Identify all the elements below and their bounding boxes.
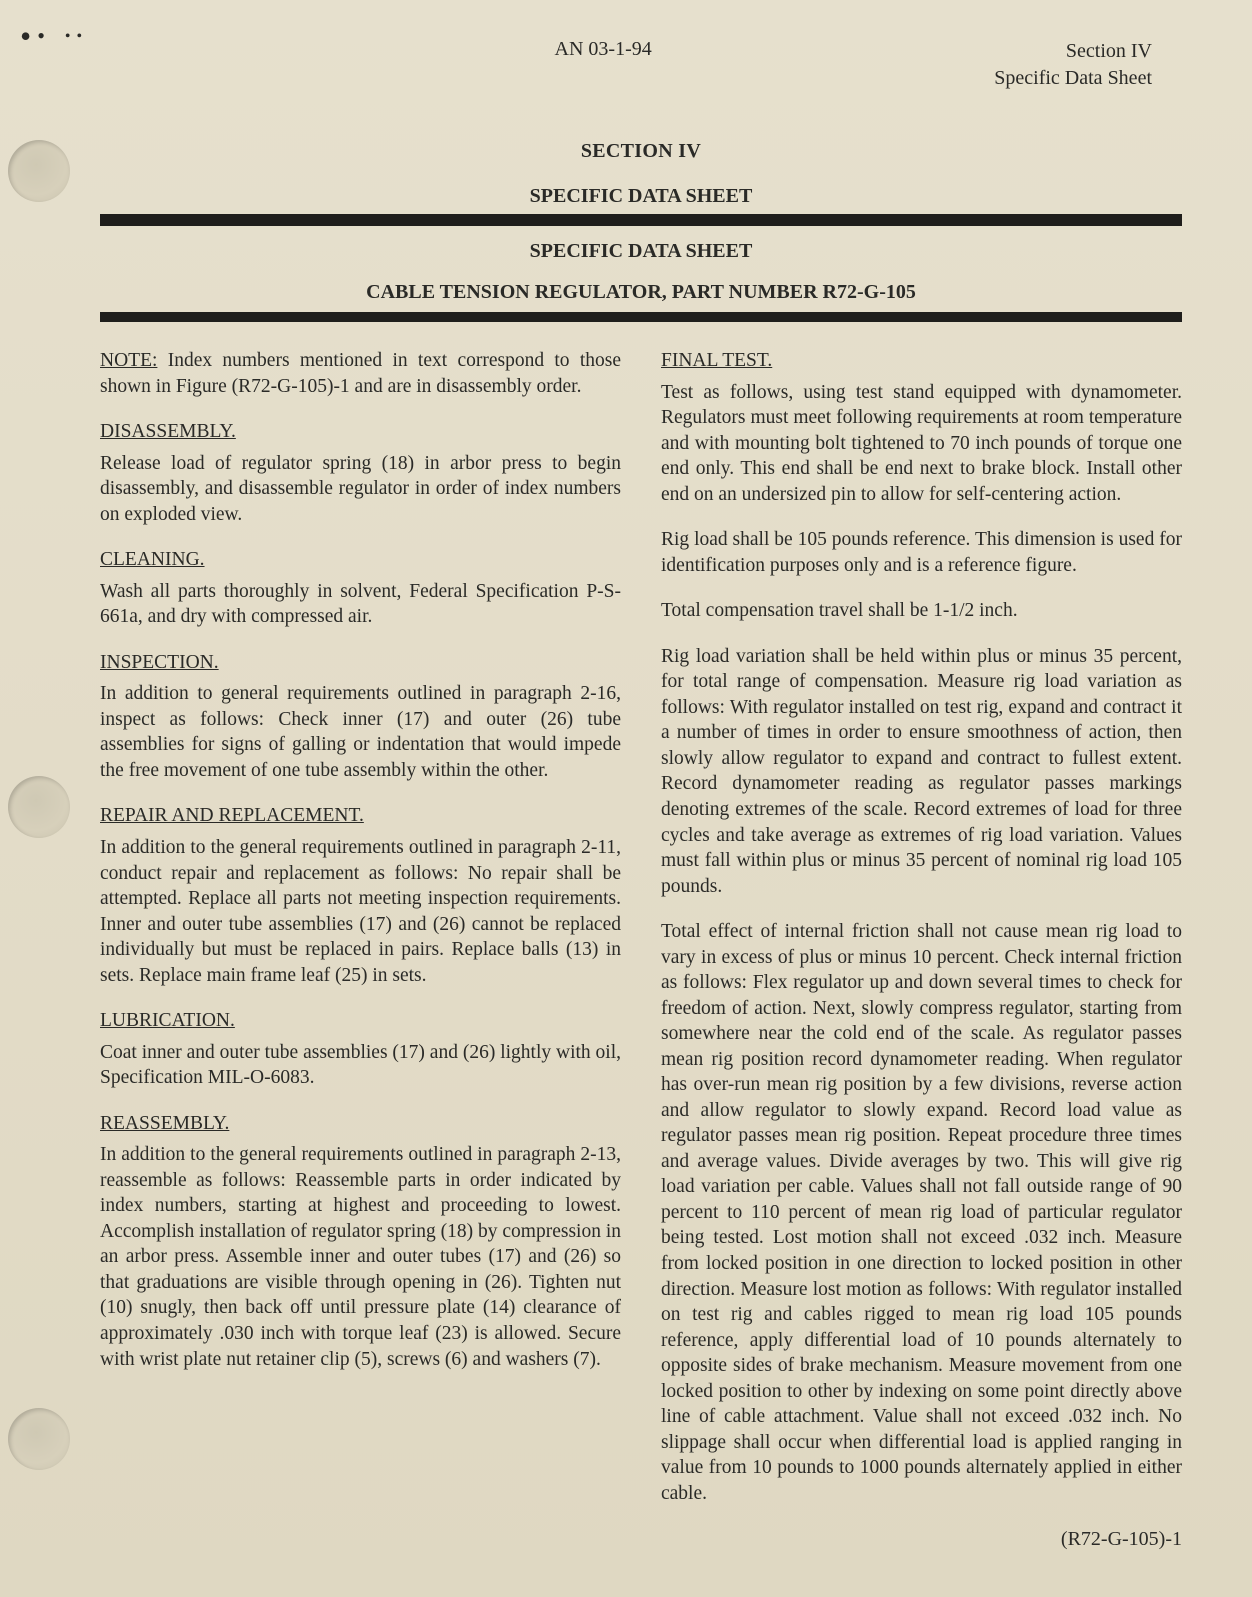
divider-bar	[100, 312, 1182, 322]
header-row: AN 03-1-94 Section IV Specific Data Shee…	[140, 38, 1152, 92]
subhead-final-test: FINAL TEST.	[661, 348, 1182, 374]
note-label: NOTE:	[100, 350, 157, 371]
heading-cable: CABLE TENSION REGULATOR, PART NUMBER R72…	[100, 281, 1182, 304]
subhead-cleaning: CLEANING.	[100, 547, 621, 573]
footer-code: (R72-G-105)-1	[100, 1528, 1182, 1551]
para-final-1: Test as follows, using test stand equipp…	[661, 380, 1182, 508]
subhead-reassembly: REASSEMBLY.	[100, 1111, 621, 1137]
para-cleaning: Wash all parts thoroughly in solvent, Fe…	[100, 579, 621, 630]
scan-marks: •• ••	[20, 18, 88, 55]
header-right: Section IV Specific Data Sheet	[994, 38, 1152, 92]
para-disassembly: Release load of regulator spring (18) in…	[100, 451, 621, 528]
heading-sheet-inner: SPECIFIC DATA SHEET	[100, 240, 1182, 263]
subhead-repair: REPAIR AND REPLACEMENT.	[100, 803, 621, 829]
para-reassembly: In addition to the general requirements …	[100, 1142, 621, 1372]
doc-number-text: AN 03-1-94	[555, 38, 652, 60]
left-column: NOTE: Index numbers mentioned in text co…	[100, 348, 621, 1506]
subhead-lubrication: LUBRICATION.	[100, 1008, 621, 1034]
punch-hole	[8, 776, 70, 838]
section-subtitle: Specific Data Sheet	[994, 65, 1152, 92]
heading-sheet-upper: SPECIFIC DATA SHEET	[100, 185, 1182, 208]
page: •• •• AN 03-1-94 Section IV Specific Dat…	[0, 0, 1252, 1597]
subhead-disassembly: DISASSEMBLY.	[100, 419, 621, 445]
para-final-4: Rig load variation shall be held within …	[661, 644, 1182, 899]
divider-bar	[100, 214, 1182, 226]
heading-section: SECTION IV	[100, 140, 1182, 163]
content-columns: NOTE: Index numbers mentioned in text co…	[100, 348, 1182, 1506]
para-final-3: Total compensation travel shall be 1-1/2…	[661, 598, 1182, 624]
section-label: Section IV	[994, 38, 1152, 65]
doc-number: AN 03-1-94	[555, 38, 652, 92]
para-final-5: Total effect of internal friction shall …	[661, 919, 1182, 1506]
right-column: FINAL TEST. Test as follows, using test …	[661, 348, 1182, 1506]
punch-hole	[8, 140, 70, 202]
note-text: Index numbers mentioned in text correspo…	[100, 350, 621, 397]
para-final-2: Rig load shall be 105 pounds reference. …	[661, 527, 1182, 578]
para-repair: In addition to the general requirements …	[100, 835, 621, 988]
para-lubrication: Coat inner and outer tube assemblies (17…	[100, 1040, 621, 1091]
note-paragraph: NOTE: Index numbers mentioned in text co…	[100, 348, 621, 399]
subhead-inspection: INSPECTION.	[100, 650, 621, 676]
punch-hole	[8, 1408, 70, 1470]
para-inspection: In addition to general requirements outl…	[100, 681, 621, 783]
